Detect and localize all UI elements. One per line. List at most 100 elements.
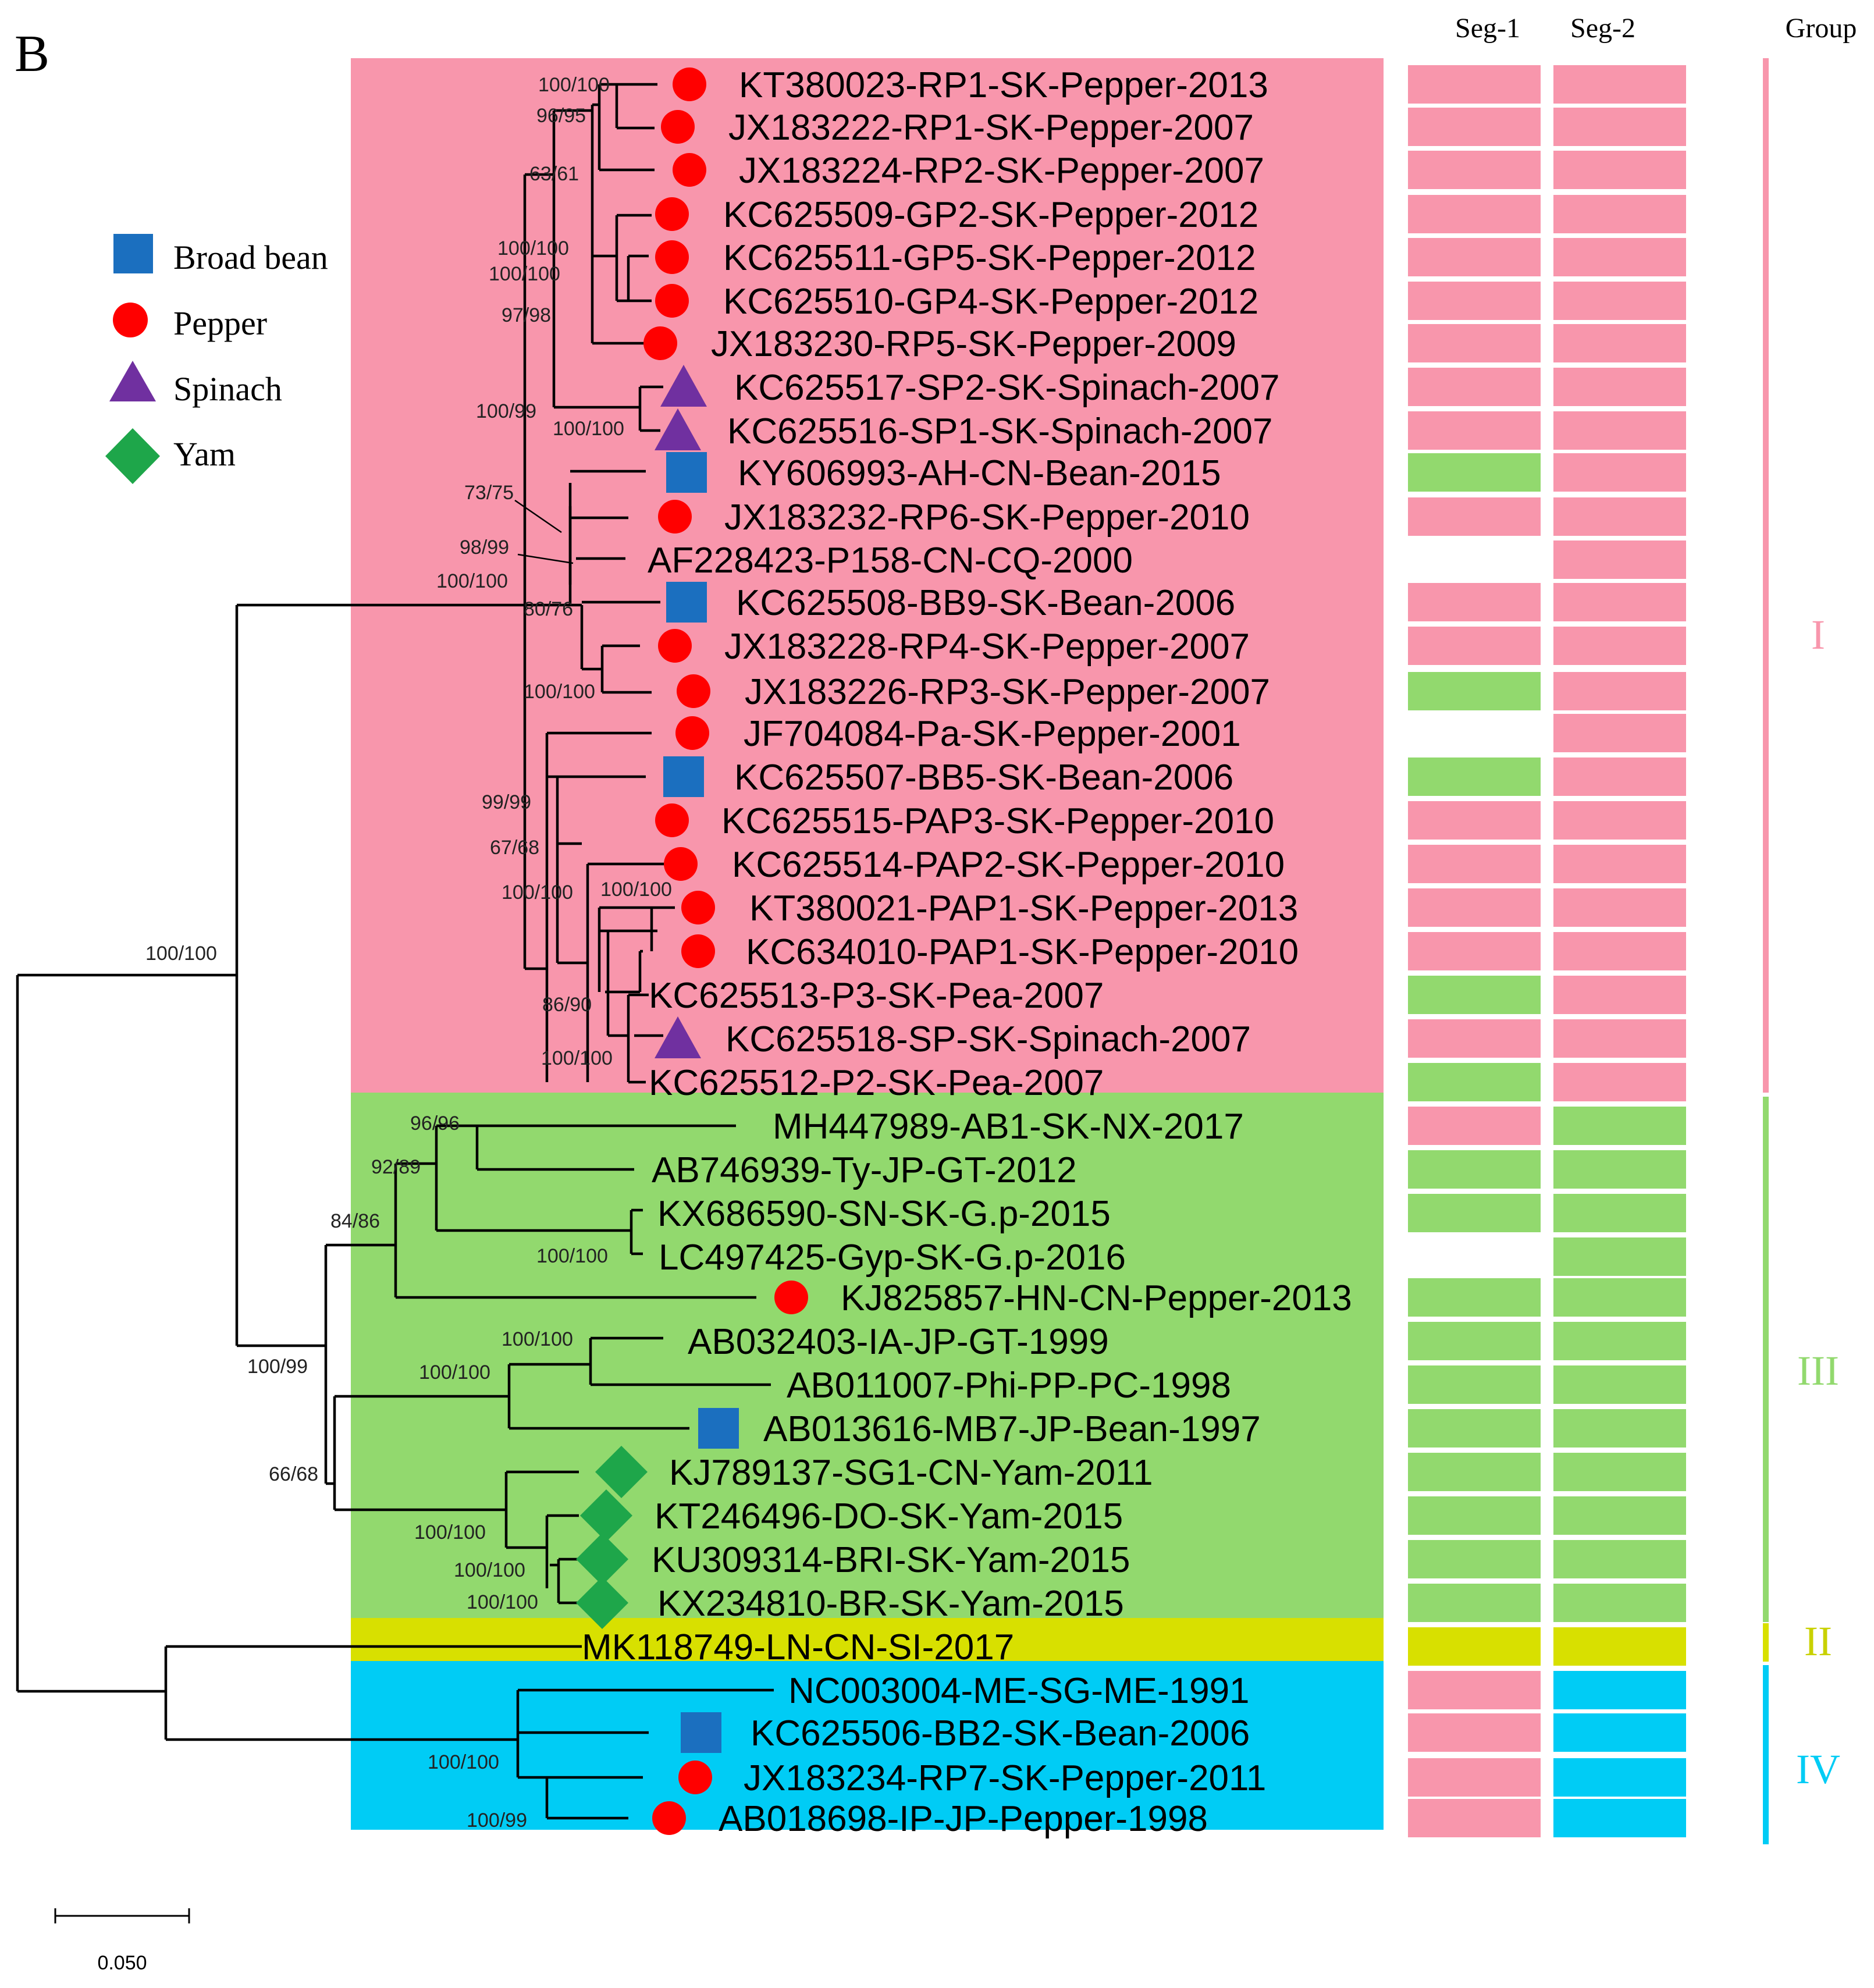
- seg1-tile: [1408, 1671, 1541, 1709]
- seg1-tile: [1408, 583, 1541, 621]
- seg2-tile: [1553, 282, 1686, 320]
- seg2-tile: [1553, 1278, 1686, 1317]
- taxa-layer: KT380023-RP1-SK-Pepper-2013JX183222-RP1-…: [576, 65, 1352, 1839]
- seg2-tile: [1553, 411, 1686, 450]
- seg1-tile: [1408, 1278, 1541, 1317]
- seg2-tile: [1553, 801, 1686, 840]
- bootstrap-label: 84/86: [330, 1210, 380, 1232]
- taxon-label: MK118749-LN-CN-SI-2017: [582, 1627, 1014, 1667]
- host-marker-circle-icon: [673, 67, 706, 101]
- seg2-tile: [1553, 1365, 1686, 1404]
- taxon-label: MH447989-AB1-SK-NX-2017: [773, 1107, 1244, 1147]
- seg2-tile: [1553, 1409, 1686, 1448]
- taxon-label: KC625507-BB5-SK-Bean-2006: [734, 757, 1233, 798]
- seg1-tile: [1408, 1409, 1541, 1448]
- taxon-label: AF228423-P158-CN-CQ-2000: [648, 540, 1133, 581]
- seg2-tile: [1553, 757, 1686, 796]
- taxon-label: KC625512-P2-SK-Pea-2007: [649, 1063, 1104, 1103]
- bootstrap-label: 100/100: [538, 74, 610, 96]
- seg1-tile: [1408, 801, 1541, 840]
- bootstrap-label: 100/100: [497, 237, 569, 259]
- seg1-tile: [1408, 1322, 1541, 1360]
- host-marker-circle-icon: [675, 716, 709, 750]
- clade-box-I: [351, 58, 1384, 1093]
- taxon-label: JX183222-RP1-SK-Pepper-2007: [728, 108, 1254, 148]
- seg2-tile: [1553, 1713, 1686, 1752]
- seg1-tile: [1408, 1540, 1541, 1578]
- bootstrap-label: 100/100: [600, 879, 672, 901]
- taxon-label: KC625515-PAP3-SK-Pepper-2010: [721, 801, 1274, 841]
- group-label-IV: IV: [1796, 1746, 1840, 1793]
- seg2-tile: [1553, 1107, 1686, 1145]
- seg1-tile: [1408, 1453, 1541, 1491]
- tree-branches: [16, 83, 774, 1820]
- legend-label-pepper: Pepper: [173, 304, 267, 342]
- host-marker-circle-icon: [655, 197, 689, 231]
- host-marker-circle-icon: [673, 153, 706, 187]
- seg2-tile: [1553, 238, 1686, 276]
- seg2-tile: [1553, 672, 1686, 710]
- taxon-label: AB013616-MB7-JP-Bean-1997: [763, 1409, 1261, 1449]
- taxon-label: JX183232-RP6-SK-Pepper-2010: [724, 497, 1250, 538]
- bootstrap-label: 100/100: [553, 418, 624, 440]
- taxon-label: KC625516-SP1-SK-Spinach-2007: [727, 411, 1272, 451]
- legend-label-broad-bean: Broad bean: [173, 239, 328, 276]
- group-bar-IV: [1763, 1665, 1769, 1844]
- clade-box-III: [351, 1093, 1384, 1618]
- triangle-icon: [109, 361, 156, 401]
- group-label-I: I: [1811, 611, 1825, 658]
- seg2-tile: [1553, 65, 1686, 104]
- seg2-tile: [1553, 151, 1686, 189]
- taxon-label: KC625509-GP2-SK-Pepper-2012: [723, 195, 1258, 235]
- bootstrap-label: 100/99: [476, 400, 536, 422]
- bootstrap-label: 100/100: [454, 1559, 525, 1581]
- bootstrap-label: 100/99: [247, 1356, 308, 1378]
- bootstrap-label: 100/100: [428, 1751, 499, 1773]
- seg1-tile: [1408, 195, 1541, 233]
- taxon-label: KJ825857-HN-CN-Pepper-2013: [841, 1278, 1352, 1318]
- seg1-tile: [1408, 453, 1541, 492]
- seg2-tile: [1553, 497, 1686, 536]
- seg1-tile: [1408, 1019, 1541, 1058]
- taxon-label: KC625511-GP5-SK-Pepper-2012: [723, 238, 1256, 278]
- bootstrap-label: 100/100: [536, 1245, 608, 1267]
- seg1-tile: [1408, 672, 1541, 710]
- seg2-tile: [1553, 1627, 1686, 1666]
- host-marker-triangle-icon: [655, 408, 701, 450]
- seg2-tile: [1553, 583, 1686, 621]
- bootstrap-label: 100/100: [502, 1328, 573, 1350]
- seg1-tile: [1408, 1627, 1541, 1666]
- bootstrap-label: 67/68: [490, 837, 539, 859]
- bootstrap-layer: 100/100 96/95 63/61 100/100 100/100 97/98 100/…: [145, 74, 672, 1831]
- host-marker-circle-icon: [655, 284, 689, 318]
- seg1-tile: [1408, 1713, 1541, 1752]
- host-marker-diamond-icon: [576, 1577, 628, 1629]
- bootstrap-label: 100/99: [467, 1809, 527, 1831]
- taxon-label: AB018698-IP-JP-Pepper-1998: [719, 1799, 1208, 1839]
- host-marker-triangle-icon: [655, 1016, 701, 1058]
- seg1-tile: [1408, 65, 1541, 104]
- host-marker-square-icon: [666, 582, 707, 623]
- host-marker-circle-icon: [677, 674, 710, 708]
- segment-tiles: [1408, 65, 1686, 1837]
- taxon-label: JX183230-RP5-SK-Pepper-2009: [711, 324, 1236, 364]
- bootstrap-label: 97/98: [502, 304, 551, 326]
- host-marker-square-icon: [681, 1712, 721, 1753]
- seg1-tile: [1408, 1365, 1541, 1404]
- taxon-label: KU309314-BRI-SK-Yam-2015: [652, 1540, 1130, 1580]
- host-marker-circle-icon: [643, 326, 677, 360]
- seg2-tile: [1553, 1019, 1686, 1058]
- seg1-tile: [1408, 1584, 1541, 1622]
- group-label-III: III: [1797, 1347, 1839, 1394]
- bootstrap-label: 100/100: [524, 681, 595, 703]
- bootstrap-label: 98/99: [460, 536, 509, 559]
- host-marker-circle-icon: [658, 629, 692, 663]
- seg2-tile: [1553, 1584, 1686, 1622]
- seg1-tile: [1408, 1799, 1541, 1837]
- seg1-tile: [1408, 282, 1541, 320]
- host-legend: Broad bean Pepper Spinach Yam: [105, 234, 328, 484]
- group-label-II: II: [1804, 1618, 1832, 1665]
- host-marker-circle-icon: [664, 847, 698, 881]
- panel-label: B: [15, 25, 49, 83]
- annotation-arrow: [517, 553, 574, 564]
